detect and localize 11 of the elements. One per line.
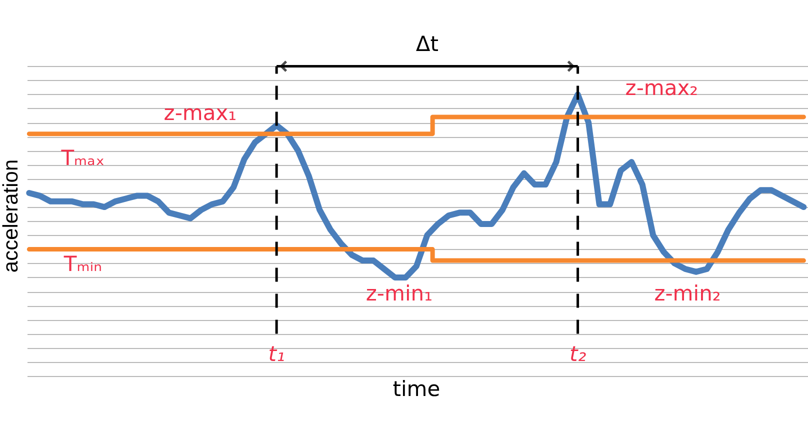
y-axis-title: acceleration bbox=[0, 159, 22, 273]
series-label: Tₘᵢₙ bbox=[62, 252, 102, 276]
annotation: z-min₂ bbox=[654, 281, 721, 306]
annotation: z-max₂ bbox=[625, 76, 698, 100]
annotation: z-min₁ bbox=[366, 281, 433, 306]
annotation: z-max₁ bbox=[164, 101, 237, 126]
annotation: t₂ bbox=[569, 342, 587, 366]
x-axis-title: time bbox=[392, 377, 440, 402]
text: Δt bbox=[416, 32, 438, 56]
annotation: t₁ bbox=[268, 342, 285, 366]
series-label: Tₘₐₓ bbox=[60, 146, 105, 170]
